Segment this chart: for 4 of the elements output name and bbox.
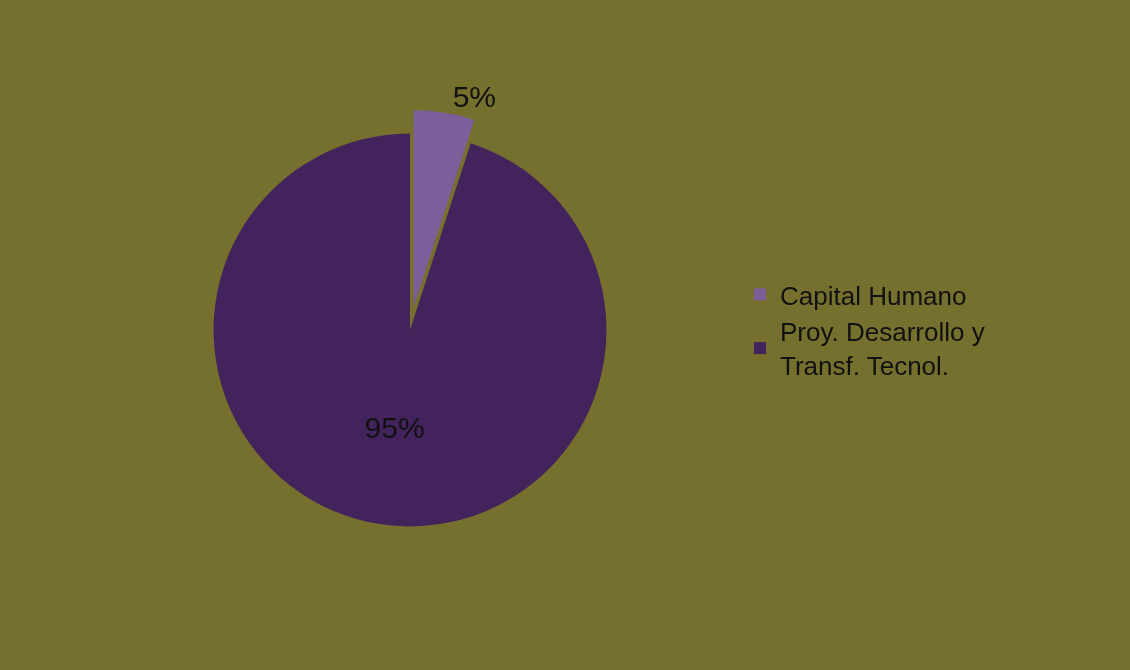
data-label: 5% xyxy=(452,80,497,114)
legend-label: Capital Humano xyxy=(780,280,967,311)
data-label: 95% xyxy=(364,410,425,444)
legend-label: Proy. Desarrollo y Transf. Tecnol. xyxy=(780,317,985,382)
